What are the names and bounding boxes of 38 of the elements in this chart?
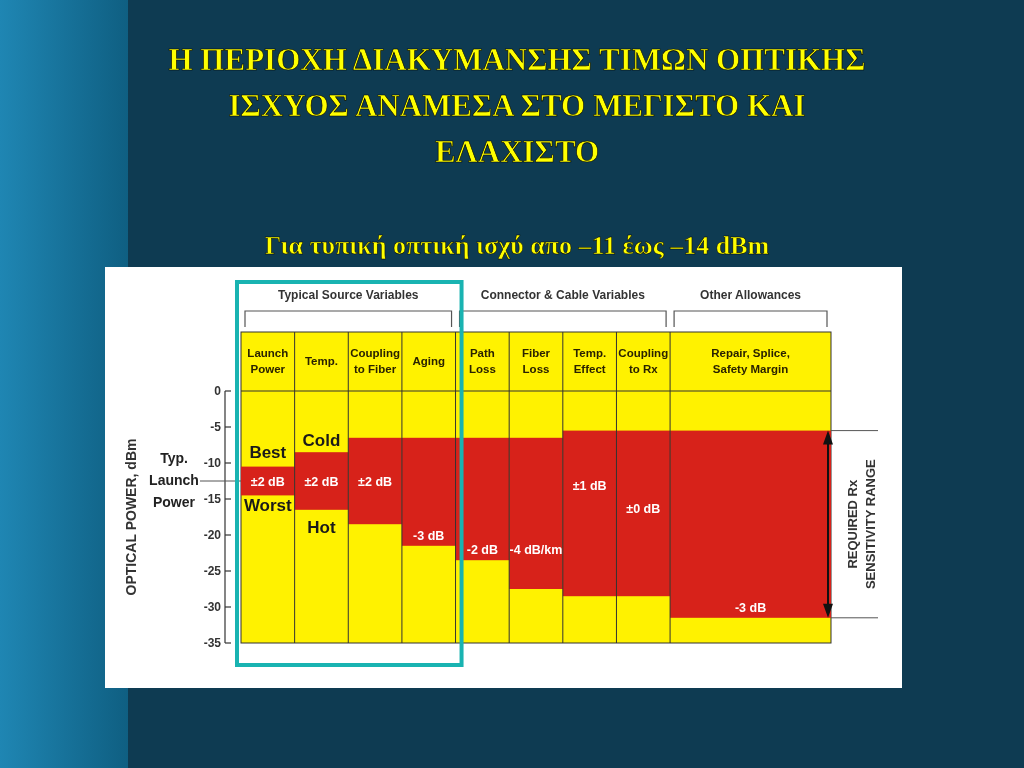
annotation: -2 dB: [466, 543, 498, 558]
annotation: -3 dB: [413, 529, 445, 543]
text: Connector & Cable Variables: [480, 288, 646, 302]
annotation: ±2 dB: [358, 475, 393, 489]
annotation: Hot: [307, 517, 336, 537]
annotation: Worst: [243, 496, 293, 516]
x-tick-label: Fiber Loss: [521, 347, 551, 375]
y-tick-label: -25: [203, 564, 222, 578]
y-tick-label: -5: [210, 420, 222, 434]
text: Typ. Launch Power: [149, 450, 199, 510]
annotation: -3 dB: [734, 601, 767, 615]
x-tick-label: Coupling to Fiber: [350, 347, 400, 375]
text: Typical Source Variables: [278, 288, 419, 302]
x-tick-label: Coupling to Rx: [618, 347, 669, 375]
x-tick-label: Launch Power: [247, 347, 289, 375]
chart-title: Η ΠΕΡΙΟΧΗ ΔΙΑΚΥΜΑΝΣΗΣ ΤΙΜΩΝ ΟΠΤΙΚΗΣ ΙΣΧΥΟΣ ΑΝΑΜΕΣΑ ΣΤΟ ΜΕΓΙΣΤΟ ΚΑΙ ΕΛΑΧΙΣΤΟ: [168, 42, 866, 169]
y-tick-label: -30: [203, 600, 222, 614]
y-tick-label: -15: [203, 492, 222, 506]
annotation: Cold: [302, 431, 341, 451]
y-tick-label: 0: [214, 384, 222, 398]
x-tick-label: Path Loss: [468, 347, 496, 375]
annotation: -4 dB/km: [509, 543, 563, 558]
y-tick-label: -10: [203, 456, 222, 470]
annotation: ±1 dB: [572, 478, 607, 493]
text: Other Allowances: [700, 288, 802, 302]
x-tick-label: Repair, Splice, Safety Margin: [711, 347, 790, 375]
y-tick-label: -35: [203, 636, 222, 650]
annotation: ±2 dB: [304, 475, 339, 489]
y-axis-title: OPTICAL POWER, dBm: [123, 438, 139, 596]
y-tick-label: -20: [203, 528, 222, 542]
annotation: ±0 dB: [626, 502, 661, 517]
x-tick-label: Aging: [412, 355, 446, 367]
chart-subtitle: Για τυπική οπτική ισχύ απο –11 έως –14 dBm: [264, 231, 770, 260]
annotation: ±2 dB: [250, 475, 285, 489]
x-tick-label: Temp. Effect: [573, 347, 607, 375]
x-tick-label: Temp.: [304, 355, 338, 367]
annotation: Best: [249, 442, 287, 462]
text: REQUIRED Rx SENSITIVITY RANGE: [845, 458, 878, 590]
